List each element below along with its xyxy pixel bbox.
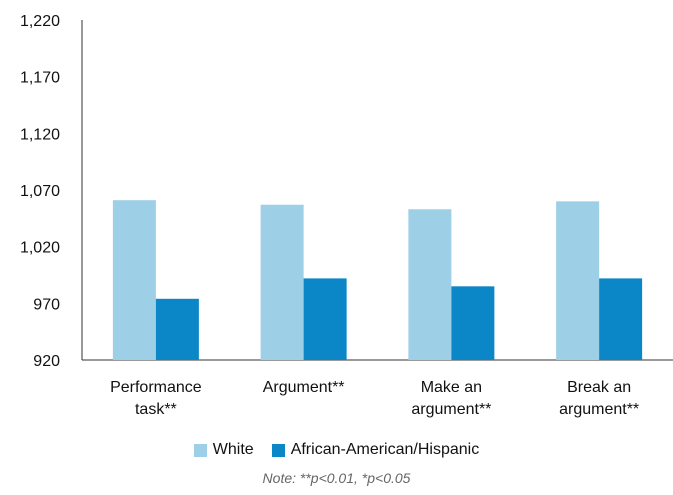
category-label: argument** <box>411 401 491 418</box>
bar-african-american-hispanic <box>155 298 199 360</box>
bar-white <box>112 200 156 360</box>
category-label: Performance <box>110 379 202 396</box>
bar-african-american-hispanic <box>303 278 347 360</box>
legend-label-white: White <box>212 441 254 458</box>
y-axis-ticks: 920 970 1,020 1,070 1,120 1,170 1,220 <box>20 13 60 370</box>
y-tick-label: 920 <box>33 353 60 370</box>
category-label: Break an <box>567 379 631 396</box>
bar-african-american-hispanic <box>451 286 495 360</box>
legend-label-african-american-hispanic: African-American/Hispanic <box>290 441 480 458</box>
bar-white <box>408 209 452 360</box>
legend-item-white: White <box>193 441 254 459</box>
y-tick-label: 970 <box>33 296 60 313</box>
chart-note: Note: **p<0.01, *p<0.05 <box>262 470 411 486</box>
category-label: Make an <box>421 379 482 396</box>
y-tick-label: 1,070 <box>20 183 60 200</box>
y-tick-label: 1,120 <box>20 126 60 143</box>
bars <box>112 200 643 360</box>
legend-swatch-african-american-hispanic <box>271 443 285 457</box>
legend: White African-American/Hispanic <box>0 441 673 459</box>
bar-chart: 920 970 1,020 1,070 1,120 1,170 1,220 Performa… <box>20 13 673 418</box>
legend-item-african-american-hispanic: African-American/Hispanic <box>271 441 480 459</box>
legend-swatch-white <box>193 443 207 457</box>
x-axis-category-labels: Performance task** Argument** Make an argume… <box>110 379 639 418</box>
bar-african-american-hispanic <box>599 278 643 360</box>
category-label: argument** <box>559 401 639 418</box>
bar-white <box>260 204 304 360</box>
bar-white <box>556 201 600 360</box>
y-tick-label: 1,020 <box>20 240 60 257</box>
y-tick-label: 1,220 <box>20 13 60 30</box>
category-label: Argument** <box>263 379 345 396</box>
category-label: task** <box>135 401 177 418</box>
y-tick-label: 1,170 <box>20 70 60 87</box>
